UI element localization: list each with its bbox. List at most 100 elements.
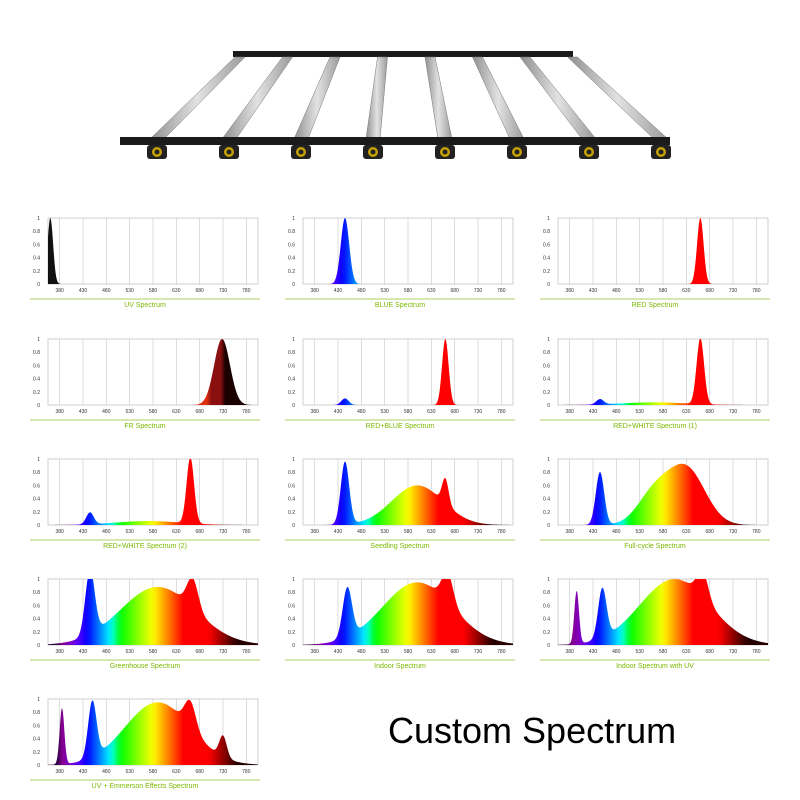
x-tick-label: 530 xyxy=(635,529,644,535)
y-tick-label: 0.6 xyxy=(543,603,550,609)
y-tick-label: 0.8 xyxy=(33,470,40,476)
x-tick-label: 730 xyxy=(474,529,483,535)
grow-light-fixture-icon xyxy=(110,45,690,175)
x-tick-label: 430 xyxy=(334,529,343,535)
spectrum-chart: 1 0.8 0.6 0.4 0.2 0 380 430 480 530 580 630 680 730 78… xyxy=(30,216,260,300)
x-tick-label: 630 xyxy=(682,529,691,535)
y-tick-label: 0.2 xyxy=(288,269,295,275)
spectrum-chart: 1 0.8 0.6 0.4 0.2 0 380 430 480 530 580 630 680 730 78… xyxy=(30,697,260,781)
y-tick-label: 0.6 xyxy=(543,483,550,489)
x-tick-label: 430 xyxy=(79,288,88,294)
spectrum-chart-panel: 1 0.8 0.6 0.4 0.2 0 380 430 480 530 580 630 680 730 78… xyxy=(285,453,535,558)
fixture-bar xyxy=(293,56,341,140)
y-tick-label: 0.6 xyxy=(543,363,550,369)
x-tick-label: 580 xyxy=(659,529,668,535)
y-tick-label: 0 xyxy=(37,763,40,769)
x-tick-label: 430 xyxy=(79,769,88,775)
fixture-driver xyxy=(219,145,239,159)
y-tick-label: 0 xyxy=(292,523,295,529)
y-tick-label: 0.8 xyxy=(288,470,295,476)
x-tick-label: 680 xyxy=(705,409,714,415)
y-tick-label: 0.2 xyxy=(33,510,40,516)
y-tick-label: 0.4 xyxy=(543,497,550,503)
x-tick-label: 630 xyxy=(172,529,181,535)
x-tick-label: 630 xyxy=(427,649,436,655)
y-tick-label: 0 xyxy=(37,523,40,529)
spectrum-chart-panel: 1 0.8 0.6 0.4 0.2 0 380 430 480 530 580 630 680 730 78… xyxy=(30,573,280,678)
y-tick-label: 0.4 xyxy=(543,617,550,623)
y-tick-label: 0.6 xyxy=(288,603,295,609)
y-tick-label: 0.4 xyxy=(33,256,40,262)
y-tick-label: 0.4 xyxy=(33,617,40,623)
x-tick-label: 580 xyxy=(149,288,158,294)
chart-title: Indoor Spectrum xyxy=(374,663,426,670)
x-tick-label: 380 xyxy=(565,409,574,415)
x-tick-label: 630 xyxy=(682,288,691,294)
spectrum-area xyxy=(303,218,513,284)
x-tick-label: 630 xyxy=(172,769,181,775)
x-tick-label: 380 xyxy=(55,529,64,535)
fixture-driver xyxy=(291,145,311,159)
chart-title: UV + Emmerson Effects Spectrum xyxy=(91,783,199,790)
fixture-driver xyxy=(147,145,167,159)
x-tick-label: 780 xyxy=(497,529,506,535)
y-tick-label: 0.8 xyxy=(33,710,40,716)
y-tick-label: 0.4 xyxy=(543,377,550,383)
y-tick-label: 0 xyxy=(37,643,40,649)
y-tick-label: 0.4 xyxy=(288,377,295,383)
y-tick-label: 0.2 xyxy=(33,390,40,396)
chart-title: RED Spectrum xyxy=(631,302,679,309)
y-tick-label: 0.8 xyxy=(33,350,40,356)
x-tick-label: 480 xyxy=(102,769,111,775)
y-tick-label: 0.6 xyxy=(33,483,40,489)
x-tick-label: 680 xyxy=(705,288,714,294)
spectrum-area xyxy=(558,463,768,525)
spectrum-area xyxy=(303,579,513,645)
x-tick-label: 680 xyxy=(195,769,204,775)
y-tick-label: 0.2 xyxy=(33,750,40,756)
x-tick-label: 380 xyxy=(55,288,64,294)
x-tick-label: 730 xyxy=(219,769,228,775)
x-tick-label: 380 xyxy=(310,409,319,415)
y-tick-label: 0 xyxy=(292,282,295,288)
y-tick-label: 0.2 xyxy=(288,510,295,516)
spectrum-area xyxy=(303,461,513,525)
spectrum-chart-panel: 1 0.8 0.6 0.4 0.2 0 380 430 480 530 580 630 680 730 78… xyxy=(30,333,280,438)
x-tick-label: 580 xyxy=(404,409,413,415)
x-tick-label: 480 xyxy=(612,288,621,294)
x-tick-label: 680 xyxy=(705,529,714,535)
x-tick-label: 380 xyxy=(55,409,64,415)
x-tick-label: 380 xyxy=(55,769,64,775)
chart-title: Seedling Spectrum xyxy=(370,543,430,550)
x-tick-label: 730 xyxy=(729,409,738,415)
x-tick-label: 630 xyxy=(427,529,436,535)
y-tick-label: 0.8 xyxy=(33,590,40,596)
x-tick-label: 530 xyxy=(125,649,134,655)
y-tick-label: 0 xyxy=(547,643,550,649)
y-tick-label: 1 xyxy=(292,457,295,463)
x-tick-label: 730 xyxy=(474,649,483,655)
y-tick-label: 1 xyxy=(547,337,550,343)
spectrum-area xyxy=(48,339,258,405)
y-tick-label: 0.2 xyxy=(288,630,295,636)
x-tick-label: 530 xyxy=(125,529,134,535)
x-tick-label: 730 xyxy=(219,288,228,294)
y-tick-label: 1 xyxy=(37,697,40,703)
x-tick-label: 580 xyxy=(149,409,158,415)
y-tick-label: 0.8 xyxy=(543,470,550,476)
x-tick-label: 480 xyxy=(357,529,366,535)
chart-title: FR Spectrum xyxy=(124,423,166,430)
y-tick-label: 0 xyxy=(547,403,550,409)
spectrum-chart: 1 0.8 0.6 0.4 0.2 0 380 430 480 530 580 630 680 730 78… xyxy=(540,457,770,541)
x-tick-label: 430 xyxy=(334,649,343,655)
x-tick-label: 380 xyxy=(310,288,319,294)
fixture-bar xyxy=(424,56,453,140)
y-tick-label: 1 xyxy=(547,216,550,222)
y-tick-label: 0.2 xyxy=(33,630,40,636)
y-tick-label: 1 xyxy=(37,577,40,583)
x-tick-label: 630 xyxy=(427,409,436,415)
x-tick-label: 680 xyxy=(450,649,459,655)
x-tick-label: 480 xyxy=(612,649,621,655)
y-tick-label: 1 xyxy=(37,457,40,463)
x-tick-label: 530 xyxy=(635,649,644,655)
